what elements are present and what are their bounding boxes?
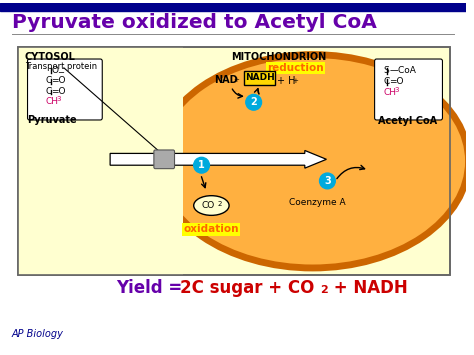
Text: 3: 3 [56,97,61,102]
Text: O: O [51,66,58,75]
Text: =O: =O [389,77,404,86]
Text: CYTOSOL: CYTOSOL [25,52,75,62]
Text: +: + [233,77,239,83]
Text: Yield =: Yield = [116,279,188,297]
Text: CO: CO [202,201,215,210]
FancyArrowPatch shape [201,177,206,188]
Bar [18,47,450,275]
Text: NAD: NAD [214,75,238,85]
Text: 3: 3 [394,87,399,93]
Ellipse shape [194,196,229,215]
Text: AP Biology: AP Biology [12,329,64,339]
Text: S: S [383,66,389,75]
Text: —CoA: —CoA [389,66,416,75]
Circle shape [246,94,262,110]
FancyArrowPatch shape [337,165,365,179]
Text: Acetyl CoA: Acetyl CoA [378,116,438,126]
Text: =O: =O [51,87,65,95]
Text: CH: CH [383,88,396,97]
Text: Coenzyme A: Coenzyme A [289,198,346,207]
Circle shape [319,173,335,189]
Ellipse shape [154,51,472,272]
Bar [0,3,466,11]
Text: Pyruvate: Pyruvate [27,115,77,125]
Text: 2: 2 [217,201,222,207]
Text: 2C sugar + CO: 2C sugar + CO [180,279,314,297]
Text: NADH: NADH [245,73,274,82]
Text: C: C [383,77,390,86]
FancyArrowPatch shape [232,89,243,98]
FancyBboxPatch shape [374,59,442,120]
Circle shape [194,157,210,173]
Text: Transport protein: Transport protein [25,62,97,71]
Text: =O: =O [51,76,65,85]
Text: oxidation: oxidation [183,224,239,234]
Text: 2: 2 [320,285,328,295]
FancyBboxPatch shape [27,59,102,120]
Bar [244,71,275,84]
FancyBboxPatch shape [154,150,174,169]
Text: CH: CH [45,97,58,106]
Bar [18,47,183,275]
Text: reduction: reduction [267,63,324,73]
Text: C: C [45,87,52,95]
FancyArrowPatch shape [255,89,259,94]
Text: Pyruvate oxidized to Acetyl CoA: Pyruvate oxidized to Acetyl CoA [12,13,377,32]
Text: MITOCHONDRION: MITOCHONDRION [231,52,326,62]
Text: 2: 2 [250,97,257,107]
Ellipse shape [160,58,465,264]
Text: 3: 3 [324,176,331,186]
Text: + NADH: + NADH [328,279,408,297]
Text: C: C [45,76,52,85]
Bar [18,47,450,275]
FancyArrow shape [110,151,327,168]
Text: + H: + H [277,76,296,86]
Text: −: − [57,68,64,77]
Text: 1: 1 [198,160,205,170]
Text: +: + [292,78,298,84]
